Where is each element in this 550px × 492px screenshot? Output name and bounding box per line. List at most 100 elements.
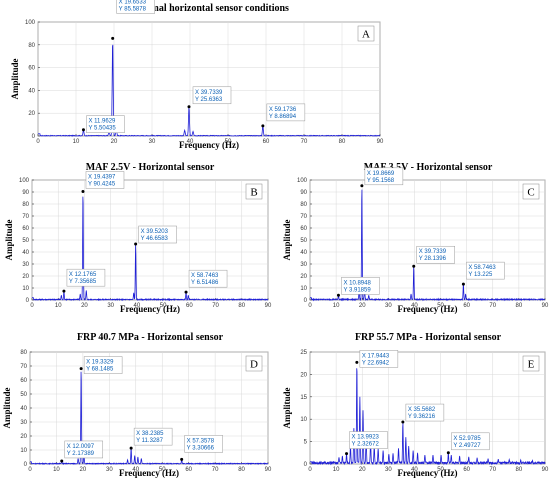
peak-marker [134, 242, 138, 246]
x-tick-label: 60 [463, 467, 470, 473]
x-tick-label: 20 [111, 139, 118, 145]
y-tick-label: 100 [297, 178, 308, 184]
data-tip-y: Y 90.4245 [88, 181, 116, 187]
panel-letter-box [522, 355, 540, 372]
data-tip-y: Y 3.91859 [343, 287, 371, 293]
y-tick-label: 80 [28, 43, 35, 49]
y-tick-label: 0 [24, 462, 28, 468]
x-tick-label: 30 [385, 303, 392, 309]
y-tick-label: 90 [300, 190, 307, 196]
y-tick-label: 0 [26, 298, 30, 304]
y-tick-label: 50 [20, 392, 27, 398]
y-tick-label: 20 [20, 434, 27, 440]
x-tick-label: 40 [411, 467, 418, 473]
x-axis-label: Frequency (Hz) [397, 304, 457, 314]
y-tick-label: 60 [28, 66, 35, 72]
x-tick-label: 70 [489, 303, 496, 309]
y-tick-label: 10 [20, 448, 27, 454]
data-tip-x: X 58.7463 [191, 273, 219, 279]
x-tick-label: 30 [149, 139, 156, 145]
x-tick-label: 80 [238, 467, 245, 473]
data-tip-x: X 11.9629 [88, 119, 116, 125]
y-tick-label: 70 [22, 214, 29, 220]
panel-letter-box [245, 355, 263, 372]
panel-letter-box [522, 183, 540, 200]
x-tick-label: 50 [437, 467, 444, 473]
data-tip-x: X 59.1736 [269, 107, 297, 113]
y-axis-label: Amplitude [2, 387, 12, 428]
panel-letter-box [357, 25, 375, 42]
data-tip-box [349, 431, 388, 449]
y-tick-label: 50 [22, 238, 29, 244]
peak-marker [187, 105, 191, 109]
data-tip-box [116, 0, 155, 14]
x-tick-label: 50 [160, 303, 167, 309]
x-tick-label: 80 [516, 303, 523, 309]
x-tick-label: 0 [308, 303, 312, 309]
x-tick-label: 70 [212, 467, 219, 473]
data-tip-x: X 19.3329 [86, 360, 114, 366]
x-axis-label: Frequency (Hz) [179, 140, 239, 150]
x-tick-label: 0 [36, 139, 40, 145]
peak-marker [446, 451, 450, 455]
panel-letter: A [362, 29, 370, 41]
chart-title: FRP 40.7 MPa - Horizontal sensor [77, 332, 224, 343]
y-tick-label: 20 [22, 274, 29, 280]
data-tip-box [359, 350, 399, 368]
data-tip-y: Y 3.30666 [187, 445, 215, 451]
data-tip-x: X 52.9785 [453, 436, 481, 442]
data-tip-y: Y 6.51486 [191, 280, 219, 286]
x-axis-label: Frequency (Hz) [119, 468, 179, 478]
spectrum-line [38, 44, 381, 137]
chart-panel-b: MAF 2.5V - Horizontal sensor 0 10 20 30 40 50 6… [4, 162, 272, 314]
y-tick-label: 20 [300, 372, 307, 378]
x-tick-label: 20 [359, 303, 366, 309]
peak-marker [60, 459, 64, 463]
x-tick-label: 50 [159, 467, 166, 473]
peak-marker [461, 282, 465, 286]
y-tick-label: 30 [300, 262, 307, 268]
data-tip-box [86, 115, 125, 133]
y-tick-label: 100 [25, 20, 36, 26]
spectrum-line [310, 189, 546, 302]
data-tip-x: X 19.8669 [367, 171, 395, 177]
chart-title: FRP 55.7 MPa - Horizontal sensor [355, 332, 502, 343]
data-tip-y: Y 2.49727 [453, 443, 481, 449]
y-tick-label: 80 [20, 350, 27, 356]
y-tick-label: 0 [304, 298, 308, 304]
data-tip-y: Y 2.32672 [352, 442, 380, 448]
x-tick-label: 10 [53, 467, 60, 473]
data-tip-box [405, 403, 445, 422]
peak-marker [180, 457, 184, 461]
x-tick-label: 80 [238, 303, 245, 309]
x-tick-label: 70 [489, 467, 496, 473]
panel-letter: C [527, 187, 534, 199]
x-axis-label: Frequency (Hz) [120, 304, 180, 314]
x-tick-label: 20 [81, 303, 88, 309]
chart-title: MAF 2.5V - Horizontal sensor [86, 162, 215, 173]
data-tip-y: Y 22.6942 [362, 360, 390, 366]
x-tick-label: 0 [28, 467, 32, 473]
x-tick-label: 40 [134, 303, 141, 309]
y-tick-label: 30 [20, 420, 27, 426]
data-tip-x: X 19.6533 [119, 0, 147, 5]
data-tip-x: X 39.5203 [141, 229, 169, 235]
peak-marker [401, 420, 405, 424]
y-tick-label: 20 [28, 111, 35, 117]
y-tick-label: 0 [304, 462, 308, 468]
data-tip-box [364, 167, 404, 186]
x-tick-label: 90 [542, 303, 549, 309]
data-tip-box [416, 245, 455, 264]
data-tip-x: X 57.3578 [187, 438, 215, 444]
panel-letter: E [528, 359, 535, 371]
y-axis-label: Amplitude [282, 219, 292, 260]
x-tick-label: 90 [542, 467, 549, 473]
y-tick-label: 5 [304, 440, 308, 446]
y-tick-label: 40 [300, 250, 307, 256]
chart-title: MAF 3.5V - Horizontal sensor [364, 162, 493, 173]
x-tick-label: 90 [377, 139, 384, 145]
y-tick-label: 80 [22, 202, 29, 208]
x-tick-label: 40 [187, 139, 194, 145]
panel-letter: D [250, 359, 258, 371]
